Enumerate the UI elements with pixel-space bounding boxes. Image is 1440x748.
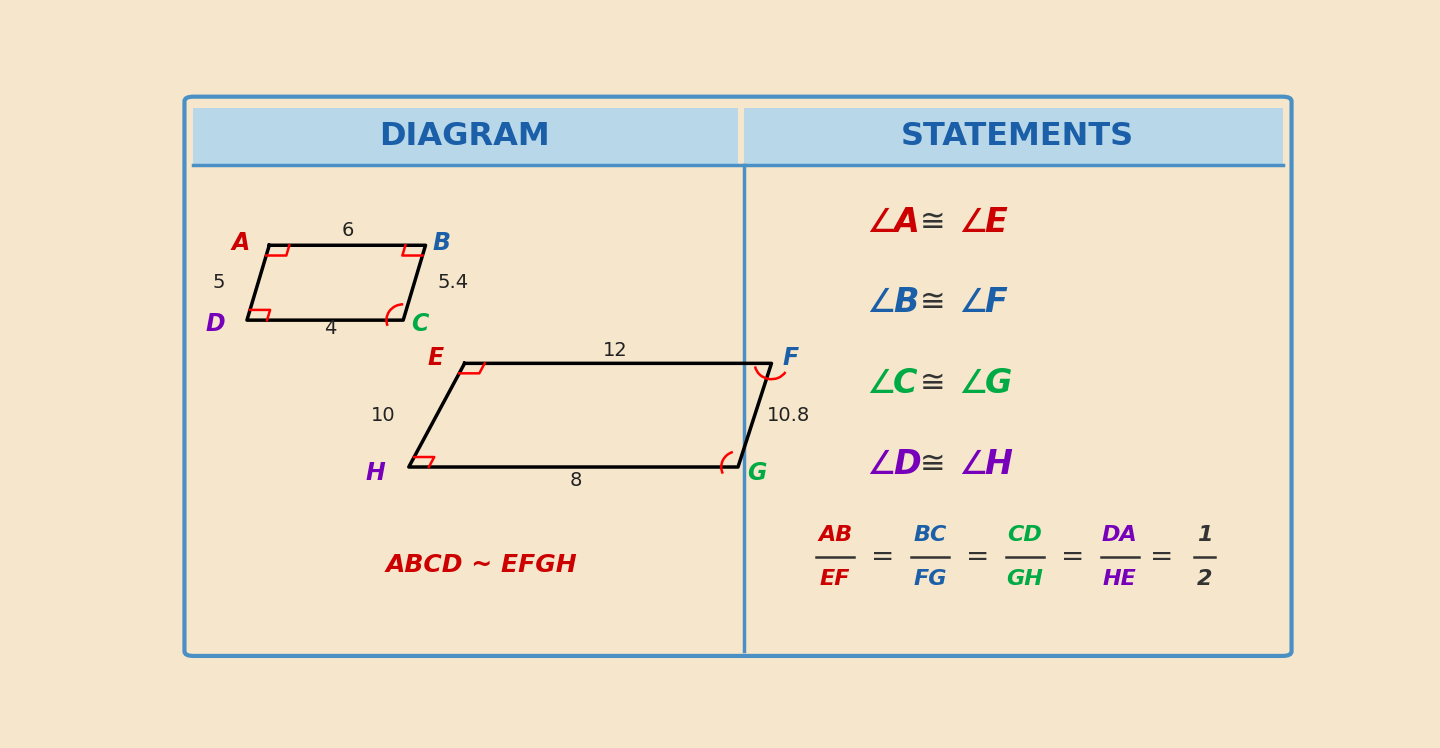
Text: ≅: ≅ [920,289,946,317]
Text: 10: 10 [370,405,396,425]
Text: F: F [782,346,799,370]
Text: C: C [893,367,917,400]
Text: FG: FG [913,568,946,589]
FancyBboxPatch shape [743,108,1283,165]
Text: 5: 5 [213,273,225,292]
Text: ≅: ≅ [920,208,946,236]
Text: G: G [747,461,766,485]
Text: 8: 8 [570,470,582,490]
Text: G: G [985,367,1012,400]
Text: ∠: ∠ [867,286,896,319]
Text: HE: HE [1103,568,1136,589]
Text: B: B [893,286,919,319]
Text: =: = [1151,543,1174,571]
Text: H: H [985,447,1012,481]
Text: DA: DA [1102,525,1138,545]
Text: H: H [366,461,384,485]
Text: E: E [428,346,444,370]
Text: =: = [1060,543,1084,571]
Text: AB: AB [818,525,852,545]
Text: E: E [985,206,1008,239]
Text: B: B [432,231,451,255]
Text: 6: 6 [341,221,354,240]
Text: STATEMENTS: STATEMENTS [900,121,1133,152]
Text: D: D [206,312,226,336]
Text: ∠: ∠ [958,206,988,239]
Text: ∠: ∠ [867,447,896,481]
Text: A: A [232,231,249,255]
Text: 2: 2 [1197,568,1212,589]
Text: ≅: ≅ [920,369,946,398]
FancyBboxPatch shape [184,96,1292,656]
Text: ∠: ∠ [958,447,988,481]
Text: EF: EF [819,568,851,589]
Text: =: = [871,543,894,571]
Text: ≅: ≅ [920,450,946,479]
Text: DIAGRAM: DIAGRAM [379,121,550,152]
Text: 1: 1 [1197,525,1212,545]
Text: ∠: ∠ [958,367,988,400]
FancyBboxPatch shape [193,108,739,165]
Text: GH: GH [1007,568,1043,589]
Text: ∠: ∠ [958,286,988,319]
Text: BC: BC [913,525,946,545]
Text: CD: CD [1008,525,1043,545]
Text: A: A [893,206,919,239]
Text: C: C [412,312,429,336]
Text: 4: 4 [324,319,337,338]
Text: 5.4: 5.4 [438,273,469,292]
Text: 12: 12 [603,340,628,360]
Text: F: F [985,286,1008,319]
Text: 10.8: 10.8 [766,405,809,425]
Text: D: D [893,447,920,481]
Text: ∠: ∠ [867,367,896,400]
Text: =: = [966,543,989,571]
Text: ∠: ∠ [867,206,896,239]
Text: ABCD ~ EFGH: ABCD ~ EFGH [386,553,577,577]
